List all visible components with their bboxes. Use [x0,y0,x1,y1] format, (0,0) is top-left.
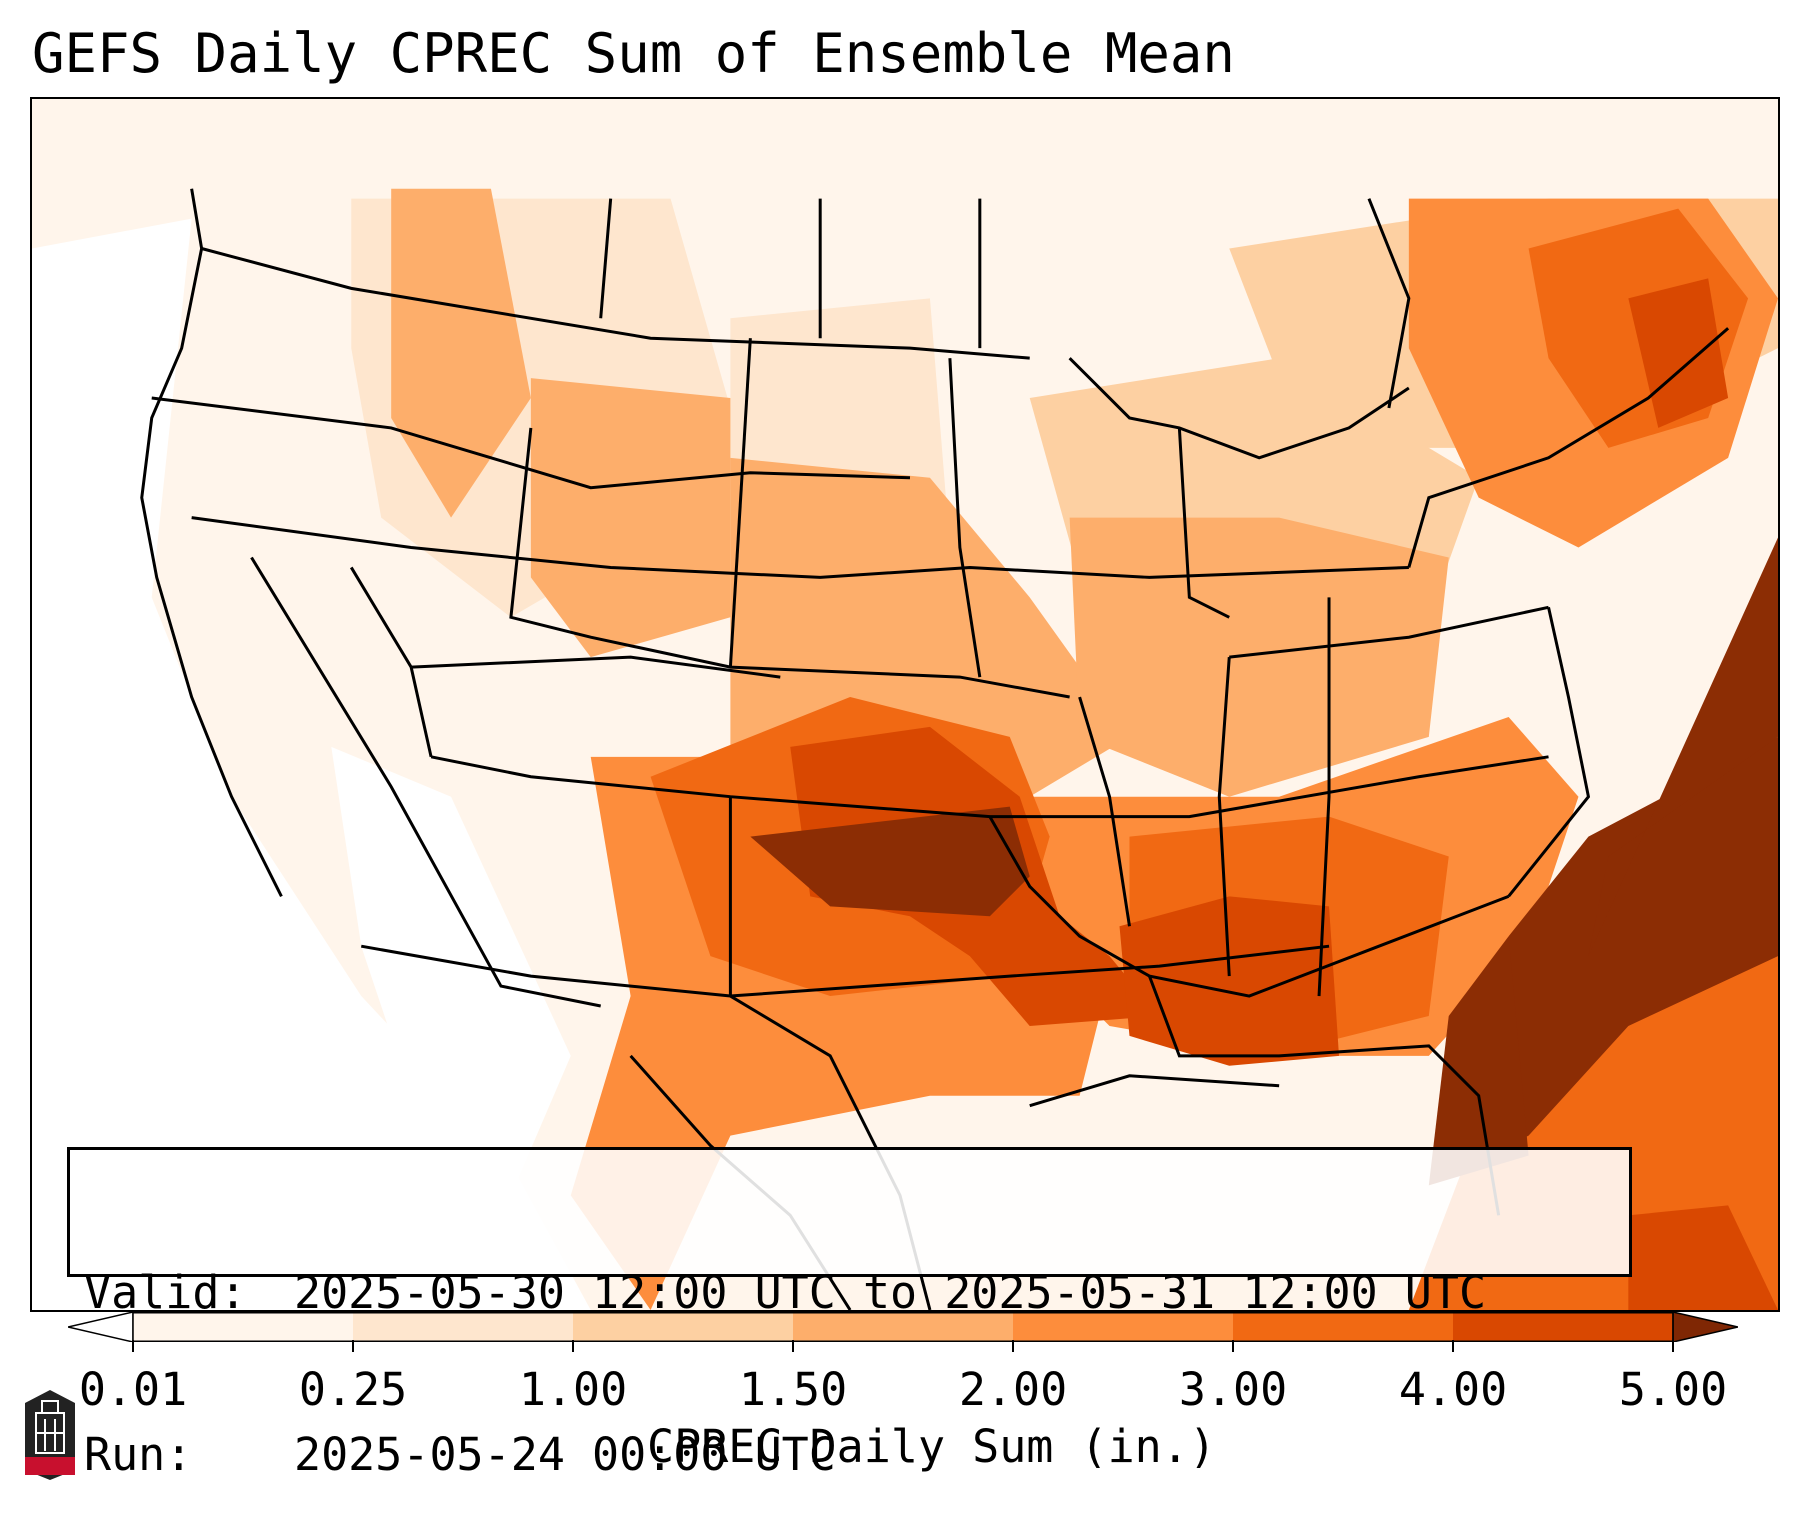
colorbar-under-extension [68,1312,134,1342]
colorbar-tick-mark [1672,1340,1674,1352]
precipitation-map [30,97,1780,1312]
valid-run-info-box: Valid: 2025-05-30 12:00 UTC to 2025-05-31… [67,1147,1632,1481]
colorbar-segment [1453,1312,1674,1342]
colorbar-segment [1233,1312,1454,1342]
run-label: Run: [84,1428,193,1481]
colorbar-tick-mark [1012,1340,1014,1352]
colorbar-tick-mark [1452,1340,1454,1352]
colorbar-segment [573,1312,794,1342]
colorbar [68,1312,1738,1342]
colorbar-tick-mark [132,1340,134,1352]
colorbar-over-extension [1672,1312,1738,1342]
colorbar-tick-label: 5.00 [1618,1363,1728,1416]
colorbar-tick-label: 2.00 [958,1363,1068,1416]
colorbar-tick-label: 3.00 [1178,1363,1288,1416]
colorbar-tick-mark [352,1340,354,1352]
valid-value: 2025-05-30 12:00 UTC to 2025-05-31 12:00… [294,1266,1487,1319]
colorbar-tick-mark [1232,1340,1234,1352]
colorbar-segment [353,1312,574,1342]
map-canvas [32,99,1778,1310]
colorbar-label: CPREC Daily Sum (in.) [647,1420,1216,1473]
run-value: 2025-05-24 00:00 UTC [294,1428,836,1481]
valid-row: Valid: 2025-05-30 12:00 UTC to 2025-05-31… [84,1266,1615,1320]
colorbar-tick-label: 0.25 [298,1363,408,1416]
colorbar-segment [793,1312,1014,1342]
run-row: Run: 2025-05-24 00:00 UTC [84,1428,1615,1482]
colorbar-segment [1013,1312,1234,1342]
colorbar-tick-mark [572,1340,574,1352]
colorbar-tick-label: 0.01 [78,1363,188,1416]
valid-label: Valid: [84,1266,247,1319]
niu-logo-icon [25,1390,75,1480]
colorbar-tick-label: 4.00 [1398,1363,1508,1416]
colorbar-segment [133,1312,354,1342]
map-title: GEFS Daily CPREC Sum of Ensemble Mean [32,22,1235,85]
colorbar-tick-label: 1.50 [738,1363,848,1416]
colorbar-tick-label: 1.00 [518,1363,628,1416]
colorbar-tick-mark [792,1340,794,1352]
